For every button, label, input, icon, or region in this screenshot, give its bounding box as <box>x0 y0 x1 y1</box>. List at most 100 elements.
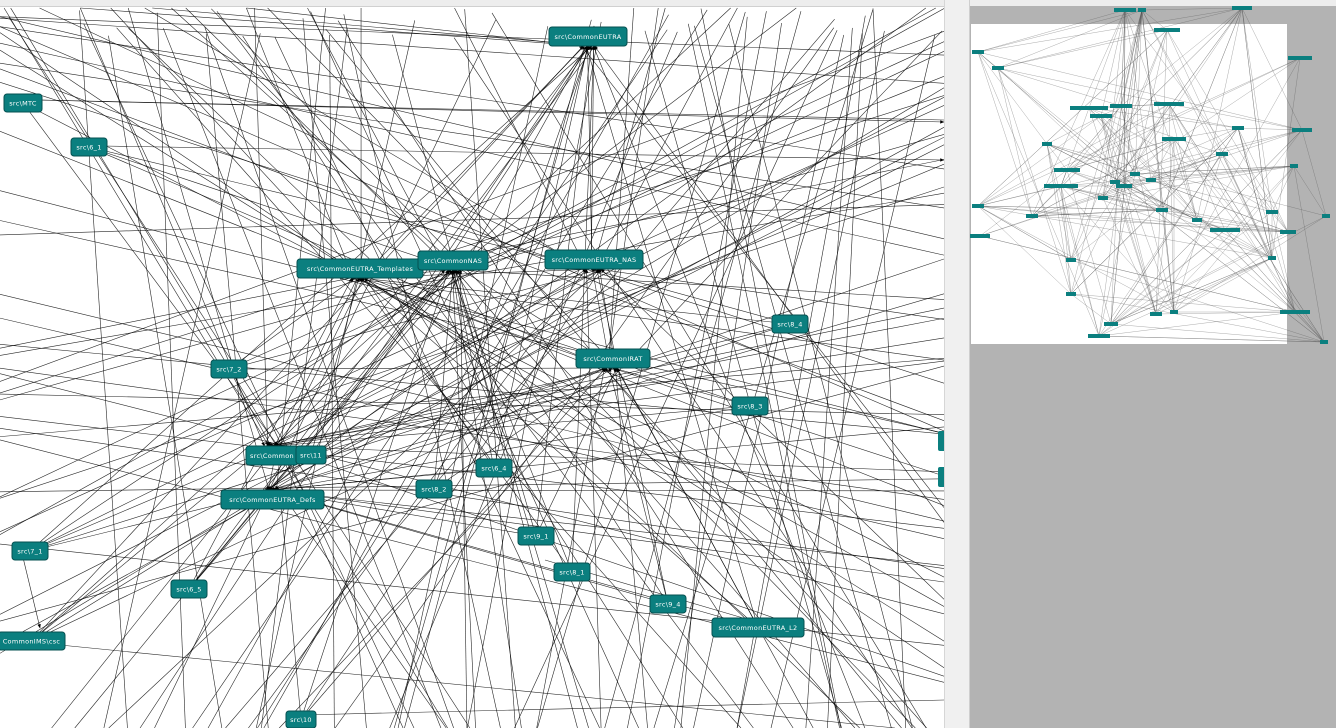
overview-edge <box>1166 29 1296 313</box>
overview-edge <box>1237 127 1303 131</box>
dependency-edge <box>144 7 587 270</box>
dependency-edge <box>454 7 587 270</box>
overview-edge <box>997 9 1143 69</box>
overview-node <box>1110 180 1120 184</box>
graph-canvas[interactable]: src\MTC src\6_1 src\CommonEUTRA src\CommonE… <box>0 0 944 728</box>
overview-edge <box>1293 165 1327 217</box>
overview-node <box>1268 256 1276 260</box>
overview-edge <box>1196 219 1289 233</box>
overview-edge <box>1114 7 1243 183</box>
dependency-edge <box>514 30 838 728</box>
overview-node <box>1162 137 1186 141</box>
graph-node-s7-2[interactable]: src\7_2 <box>210 359 248 379</box>
dependency-edge <box>616 367 814 728</box>
overview-panel[interactable] <box>970 0 1336 728</box>
graph-node-partial[interactable] <box>938 431 944 451</box>
dependency-graph[interactable]: src\MTC src\6_1 src\CommonEUTRA src\CommonE… <box>0 0 944 728</box>
dependency-edge <box>261 27 348 728</box>
dependency-edge <box>266 163 944 447</box>
graph-node-s8-2[interactable]: src\8_2 <box>415 479 453 499</box>
overview-node <box>1116 184 1132 188</box>
dependency-edge <box>687 23 840 728</box>
node-box <box>771 314 809 334</box>
dependency-edge <box>618 258 944 369</box>
graph-node-ims[interactable]: CommonIMS\csc <box>0 631 66 651</box>
pane-splitter[interactable] <box>944 0 970 728</box>
overview-edge <box>1098 311 1296 337</box>
overview-edge <box>1102 165 1295 199</box>
graph-node-s10[interactable]: src\10 <box>285 710 317 728</box>
dependency-edge <box>0 204 944 236</box>
overview-edge <box>1066 57 1301 171</box>
overview-node <box>1054 168 1080 172</box>
overview-edge <box>1168 103 1198 221</box>
overview-edge <box>1237 127 1296 313</box>
dependency-edge <box>29 268 602 552</box>
dependency-edge <box>0 416 944 529</box>
graph-node-s9-1[interactable]: src\9_1 <box>517 526 555 546</box>
overview-node <box>1026 214 1038 218</box>
overview-graph[interactable] <box>970 0 1336 728</box>
dependency-edge <box>736 30 885 728</box>
overview-edge <box>977 51 1033 217</box>
overview-edge <box>1224 229 1325 343</box>
graph-node-s7-1[interactable]: src\7_1 <box>11 541 49 561</box>
graph-node-enas[interactable]: src\CommonEUTRA_NAS <box>544 249 644 270</box>
dependency-edge <box>0 68 944 422</box>
dependency-edge <box>0 16 944 240</box>
dependency-edge <box>592 7 666 270</box>
dependency-edge <box>0 428 944 569</box>
graph-node-l2[interactable]: src\CommonEUTRA_L2 <box>711 617 805 638</box>
overview-node <box>1088 334 1110 338</box>
dependency-edge <box>139 33 598 728</box>
overview-edge <box>1271 57 1301 259</box>
dependency-edge <box>535 45 593 537</box>
node-box <box>0 631 66 651</box>
node-box <box>517 526 555 546</box>
dependency-edge <box>271 293 944 491</box>
dependency-edge <box>358 277 573 573</box>
overview-edge <box>1120 7 1243 107</box>
overview-node <box>1216 152 1228 156</box>
overview-node <box>1098 196 1108 200</box>
dependency-edge <box>614 367 648 728</box>
dependency-edge <box>267 7 926 491</box>
graph-node-common[interactable]: src\Common <box>245 445 299 466</box>
graph-node-s6-1[interactable]: src\6_1 <box>70 137 108 157</box>
dependency-edge <box>451 269 522 728</box>
graph-node-tmpl[interactable]: src\CommonEUTRA_Templates <box>296 258 424 279</box>
graph-node-ceutra[interactable]: src\CommonEUTRA <box>548 26 628 47</box>
overview-edge <box>1168 103 1325 343</box>
overview-edge <box>1060 185 1289 233</box>
graph-node-s8-1[interactable]: src\8_1 <box>553 562 591 582</box>
graph-node-s11[interactable]: src\11 <box>295 445 327 465</box>
graph-node-s6-5[interactable]: src\6_5 <box>170 579 208 599</box>
dependency-edge <box>674 22 782 728</box>
dependency-edge <box>22 102 363 279</box>
graph-node-mtc[interactable]: src\MTC <box>3 93 43 113</box>
overview-edge <box>1046 143 1072 295</box>
graph-node-s6-4[interactable]: src\6_4 <box>475 458 513 478</box>
graph-node-rat[interactable]: src\CommonIRAT <box>575 348 651 369</box>
dependency-edge <box>452 269 589 728</box>
graph-node-nas[interactable]: src\CommonNAS <box>417 250 489 271</box>
graph-node-defs[interactable]: src\CommonEUTRA_Defs <box>220 489 325 510</box>
dependency-edge <box>274 45 590 447</box>
dependency-edge <box>88 146 608 369</box>
overview-edge <box>1070 127 1239 295</box>
dependency-edge <box>246 7 584 48</box>
graph-node-s8-3[interactable]: src\8_3 <box>731 396 769 416</box>
dependency-edge <box>334 27 835 728</box>
overview-node <box>1110 104 1132 108</box>
overview-edge <box>977 51 1048 145</box>
graph-node-s9-4[interactable]: src\9_4 <box>649 594 687 614</box>
overview-edge <box>977 9 1143 53</box>
overview-edge <box>1060 169 1068 187</box>
dependency-edge <box>0 358 944 437</box>
dependency-edge <box>0 51 944 498</box>
node-box <box>415 479 453 499</box>
graph-node-s8-4[interactable]: src\8_4 <box>771 314 809 334</box>
dependency-edge <box>453 37 913 728</box>
graph-node-partial[interactable] <box>938 467 944 487</box>
node-label: src\CommonEUTRA_Templates <box>307 265 414 273</box>
